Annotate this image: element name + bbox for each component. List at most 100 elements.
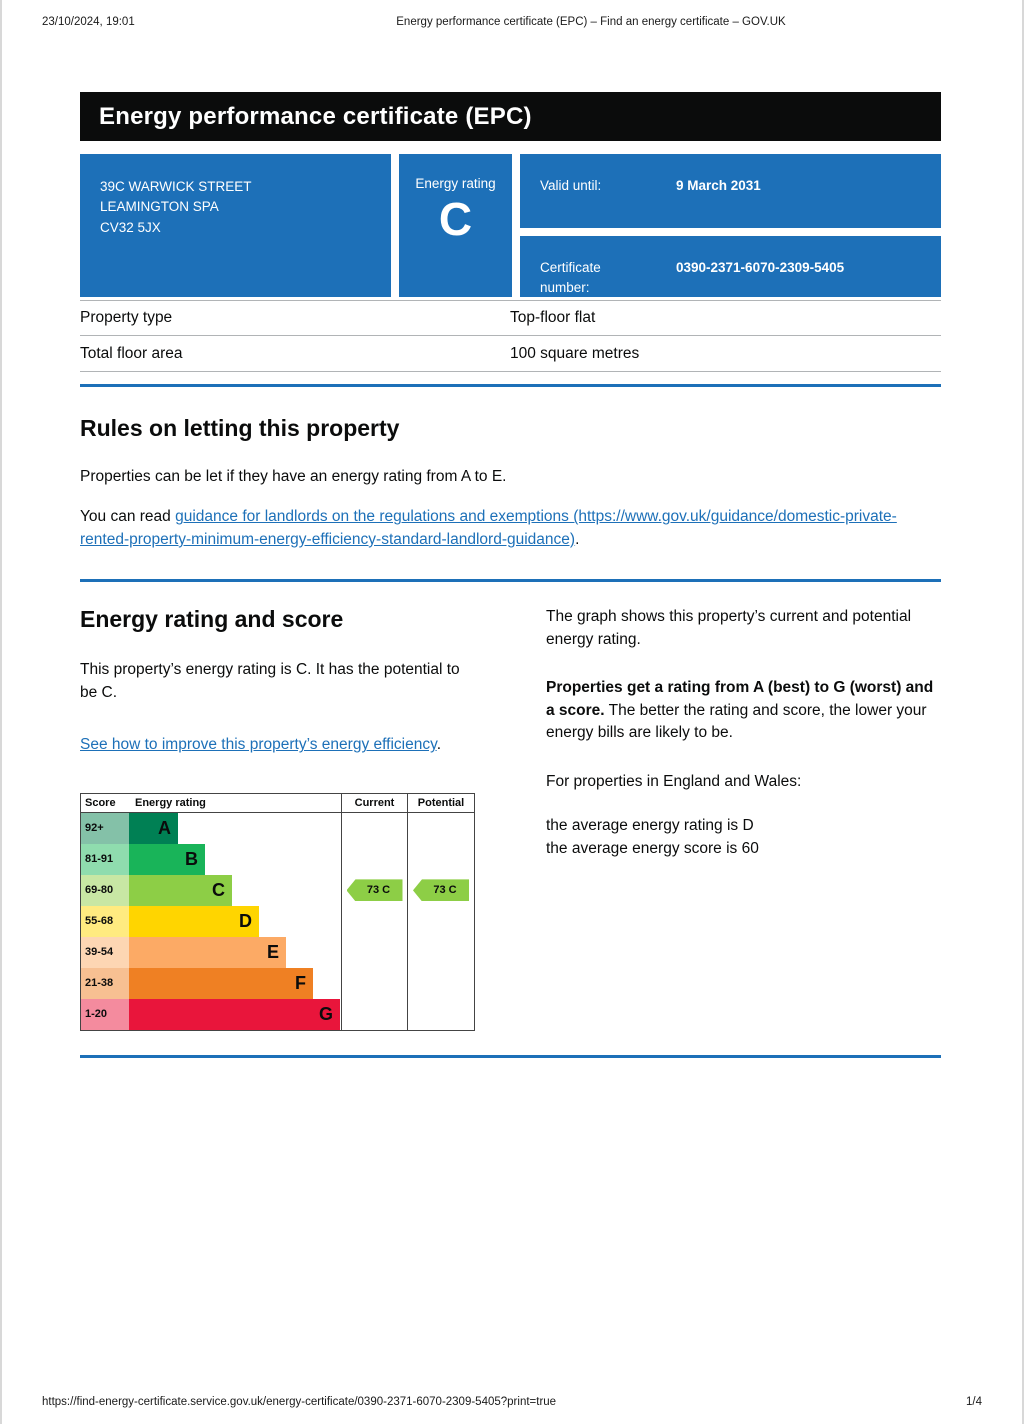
print-footer-url: https://find-energy-certificate.service.… <box>42 1396 557 1408</box>
rating-explainer-paragraph: Properties get a rating from A (best) to… <box>546 677 941 744</box>
section-divider <box>80 1054 941 1058</box>
epc-band-score: 1-20 <box>81 998 129 1030</box>
epc-band-bar: G <box>129 998 340 1030</box>
print-page-number: 1/4 <box>966 1396 982 1408</box>
certificate-page: Energy performance certificate (EPC) 39C… <box>80 0 941 1058</box>
page-edge-right <box>1022 0 1024 1424</box>
epc-band-score: 39-54 <box>81 936 129 968</box>
england-wales-paragraph: For properties in England and Wales: <box>546 772 802 790</box>
epc-band-bar-track: F <box>129 967 341 999</box>
print-doc-title: Energy performance certificate (EPC) – F… <box>396 16 786 28</box>
epc-current-cell <box>341 936 407 968</box>
epc-chart-header: Score Energy rating Current Potential <box>81 793 474 813</box>
valid-until-label: Valid until: <box>540 178 602 193</box>
page-title: Energy performance certificate (EPC) <box>99 102 532 130</box>
rules-paragraph-2: You can read guidance for landlords on t… <box>80 506 920 551</box>
page-edge-left <box>0 0 2 1424</box>
table-row: Property type Top-floor flat <box>80 300 941 336</box>
energy-rating-value: C <box>438 193 473 245</box>
address-line-3: CV32 5JX <box>100 219 161 235</box>
epc-band-row-e: 39-54 E <box>81 936 474 968</box>
energy-rating-box: Energy rating C <box>399 154 512 298</box>
epc-band-bar: C <box>129 874 232 906</box>
epc-band-bar-track: D <box>129 905 341 937</box>
epc-band-bar-track: C <box>129 874 341 906</box>
certificate-number-value: 0390-2371-6070-2309-5405 <box>676 260 845 275</box>
epc-band-score: 69-80 <box>81 874 129 906</box>
epc-potential-cell <box>407 812 474 844</box>
average-score-line: the average energy score is 60 <box>546 839 759 857</box>
epc-current-cell <box>341 905 407 937</box>
floor-area-label: Total floor area <box>80 344 183 362</box>
rating-explainer-rest: The better the rating and score, the low… <box>546 701 927 742</box>
epc-potential-cell <box>407 905 474 937</box>
epc-band-row-a: 92+ A <box>81 812 474 844</box>
epc-potential-cell <box>407 967 474 999</box>
epc-header-potential: Potential <box>407 793 474 812</box>
epc-band-bar: F <box>129 967 313 999</box>
epc-band-score: 21-38 <box>81 967 129 999</box>
address-line-1: 39C WARWICK STREET <box>100 179 252 194</box>
rating-explainer-bold: Properties get a rating from A (best) to… <box>546 679 934 719</box>
section-divider <box>80 384 941 387</box>
print-footer: https://find-energy-certificate.service.… <box>42 1396 982 1408</box>
epc-band-bar: E <box>129 936 286 968</box>
epc-band-bar-track: A <box>129 812 341 844</box>
epc-header-score: Score <box>85 796 116 809</box>
rating-heading: Energy rating and score <box>80 606 344 633</box>
epc-band-row-d: 55-68 D <box>81 905 474 937</box>
averages-paragraph: the average energy rating is D the averag… <box>546 815 941 860</box>
epc-header-rating: Energy rating <box>135 796 206 809</box>
epc-potential-arrow: 73 C <box>413 879 469 902</box>
epc-current-cell <box>341 812 407 844</box>
energy-rating-label: Energy rating <box>415 176 496 191</box>
epc-band-bar-track: G <box>129 998 341 1030</box>
improve-suffix: . <box>436 736 441 754</box>
rules-paragraph-2-prefix: You can read <box>80 508 176 526</box>
epc-band-row-c: 69-80 C 73 C 73 C <box>81 874 474 906</box>
rating-paragraph: This property’s energy rating is C. It h… <box>80 661 460 701</box>
table-row: Total floor area 100 square metres <box>80 336 941 372</box>
epc-band-bar: A <box>129 812 178 844</box>
epc-potential-cell <box>407 843 474 875</box>
epc-rating-chart: Score Energy rating Current Potential 92… <box>80 792 475 1031</box>
epc-band-row-g: 1-20 G <box>81 998 474 1030</box>
graph-intro-paragraph: The graph shows this property’s current … <box>546 608 912 648</box>
landlord-guidance-link[interactable]: guidance for landlords on the regulation… <box>80 508 897 548</box>
rules-paragraph-2-suffix: . <box>575 530 580 548</box>
epc-header-current: Current <box>341 793 407 812</box>
rules-heading: Rules on letting this property <box>80 415 400 441</box>
epc-band-bar: B <box>129 843 205 875</box>
property-summary-table: Property type Top-floor flat Total floor… <box>80 300 941 372</box>
property-type-value: Top-floor flat <box>510 309 596 326</box>
print-header: 23/10/2024, 19:01 Energy performance cer… <box>42 16 982 32</box>
epc-current-cell <box>341 998 407 1030</box>
improve-efficiency-link[interactable]: See how to improve this property’s energ… <box>80 736 437 754</box>
certificate-number-label: Certificate number: <box>540 260 601 295</box>
epc-potential-cell: 73 C <box>407 874 474 906</box>
epc-current-arrow: 73 C <box>346 879 403 902</box>
rules-section: Rules on letting this property Propertie… <box>80 415 941 551</box>
page-title-banner: Energy performance certificate (EPC) <box>80 92 941 141</box>
epc-band-row-f: 21-38 F <box>81 967 474 999</box>
epc-potential-cell <box>407 998 474 1030</box>
property-type-label: Property type <box>80 309 173 326</box>
improve-paragraph: See how to improve this property’s energ… <box>80 734 450 756</box>
epc-band-row-b: 81-91 B <box>81 843 474 875</box>
epc-band-score: 92+ <box>81 812 129 844</box>
certificate-number-row: Certificate number: 0390-2371-6070-2309-… <box>520 236 941 298</box>
property-address: 39C WARWICK STREET LEAMINGTON SPA CV32 5… <box>80 154 391 298</box>
epc-band-bar: D <box>129 905 259 937</box>
certificate-meta: Valid until: 9 March 2031 Certificate nu… <box>520 154 941 298</box>
certificate-summary: 39C WARWICK STREET LEAMINGTON SPA CV32 5… <box>80 154 941 298</box>
epc-current-cell: 73 C <box>341 874 407 906</box>
average-rating-line: the average energy rating is D <box>546 817 754 835</box>
epc-band-bar-track: B <box>129 843 341 875</box>
section-divider <box>80 579 941 583</box>
epc-potential-cell <box>407 936 474 968</box>
epc-band-bar-track: E <box>129 936 341 968</box>
address-line-2: LEAMINGTON SPA <box>100 199 219 215</box>
epc-band-score: 81-91 <box>81 843 129 875</box>
rating-section-right: The graph shows this property’s current … <box>546 606 941 1030</box>
valid-until-value: 9 March 2031 <box>676 178 761 193</box>
